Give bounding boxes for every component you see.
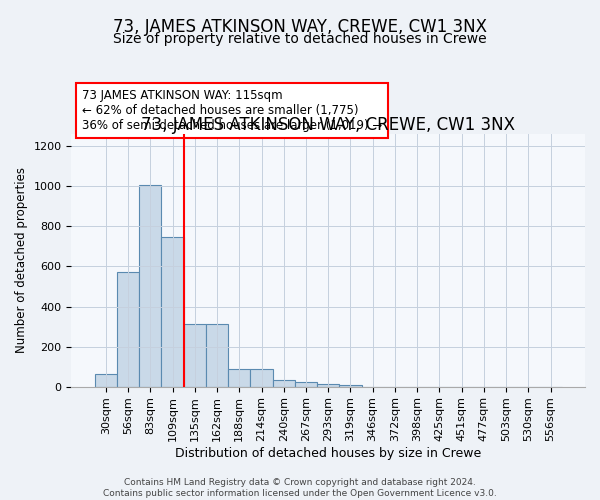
Bar: [206, 324, 228, 386]
Bar: [139, 186, 161, 386]
Bar: [117, 272, 139, 386]
Bar: [340, 384, 362, 386]
Bar: [95, 374, 117, 386]
Bar: [161, 238, 184, 386]
Text: 73 JAMES ATKINSON WAY: 115sqm
← 62% of detached houses are smaller (1,775)
36% o: 73 JAMES ATKINSON WAY: 115sqm ← 62% of d…: [82, 89, 382, 132]
X-axis label: Distribution of detached houses by size in Crewe: Distribution of detached houses by size …: [175, 447, 481, 460]
Bar: [184, 324, 206, 386]
Text: Size of property relative to detached houses in Crewe: Size of property relative to detached ho…: [113, 32, 487, 46]
Bar: [228, 368, 250, 386]
Bar: [317, 384, 340, 386]
Bar: [250, 368, 272, 386]
Text: Contains HM Land Registry data © Crown copyright and database right 2024.
Contai: Contains HM Land Registry data © Crown c…: [103, 478, 497, 498]
Bar: [295, 382, 317, 386]
Bar: [272, 380, 295, 386]
Title: 73, JAMES ATKINSON WAY, CREWE, CW1 3NX: 73, JAMES ATKINSON WAY, CREWE, CW1 3NX: [141, 116, 515, 134]
Y-axis label: Number of detached properties: Number of detached properties: [15, 168, 28, 354]
Text: 73, JAMES ATKINSON WAY, CREWE, CW1 3NX: 73, JAMES ATKINSON WAY, CREWE, CW1 3NX: [113, 18, 487, 36]
